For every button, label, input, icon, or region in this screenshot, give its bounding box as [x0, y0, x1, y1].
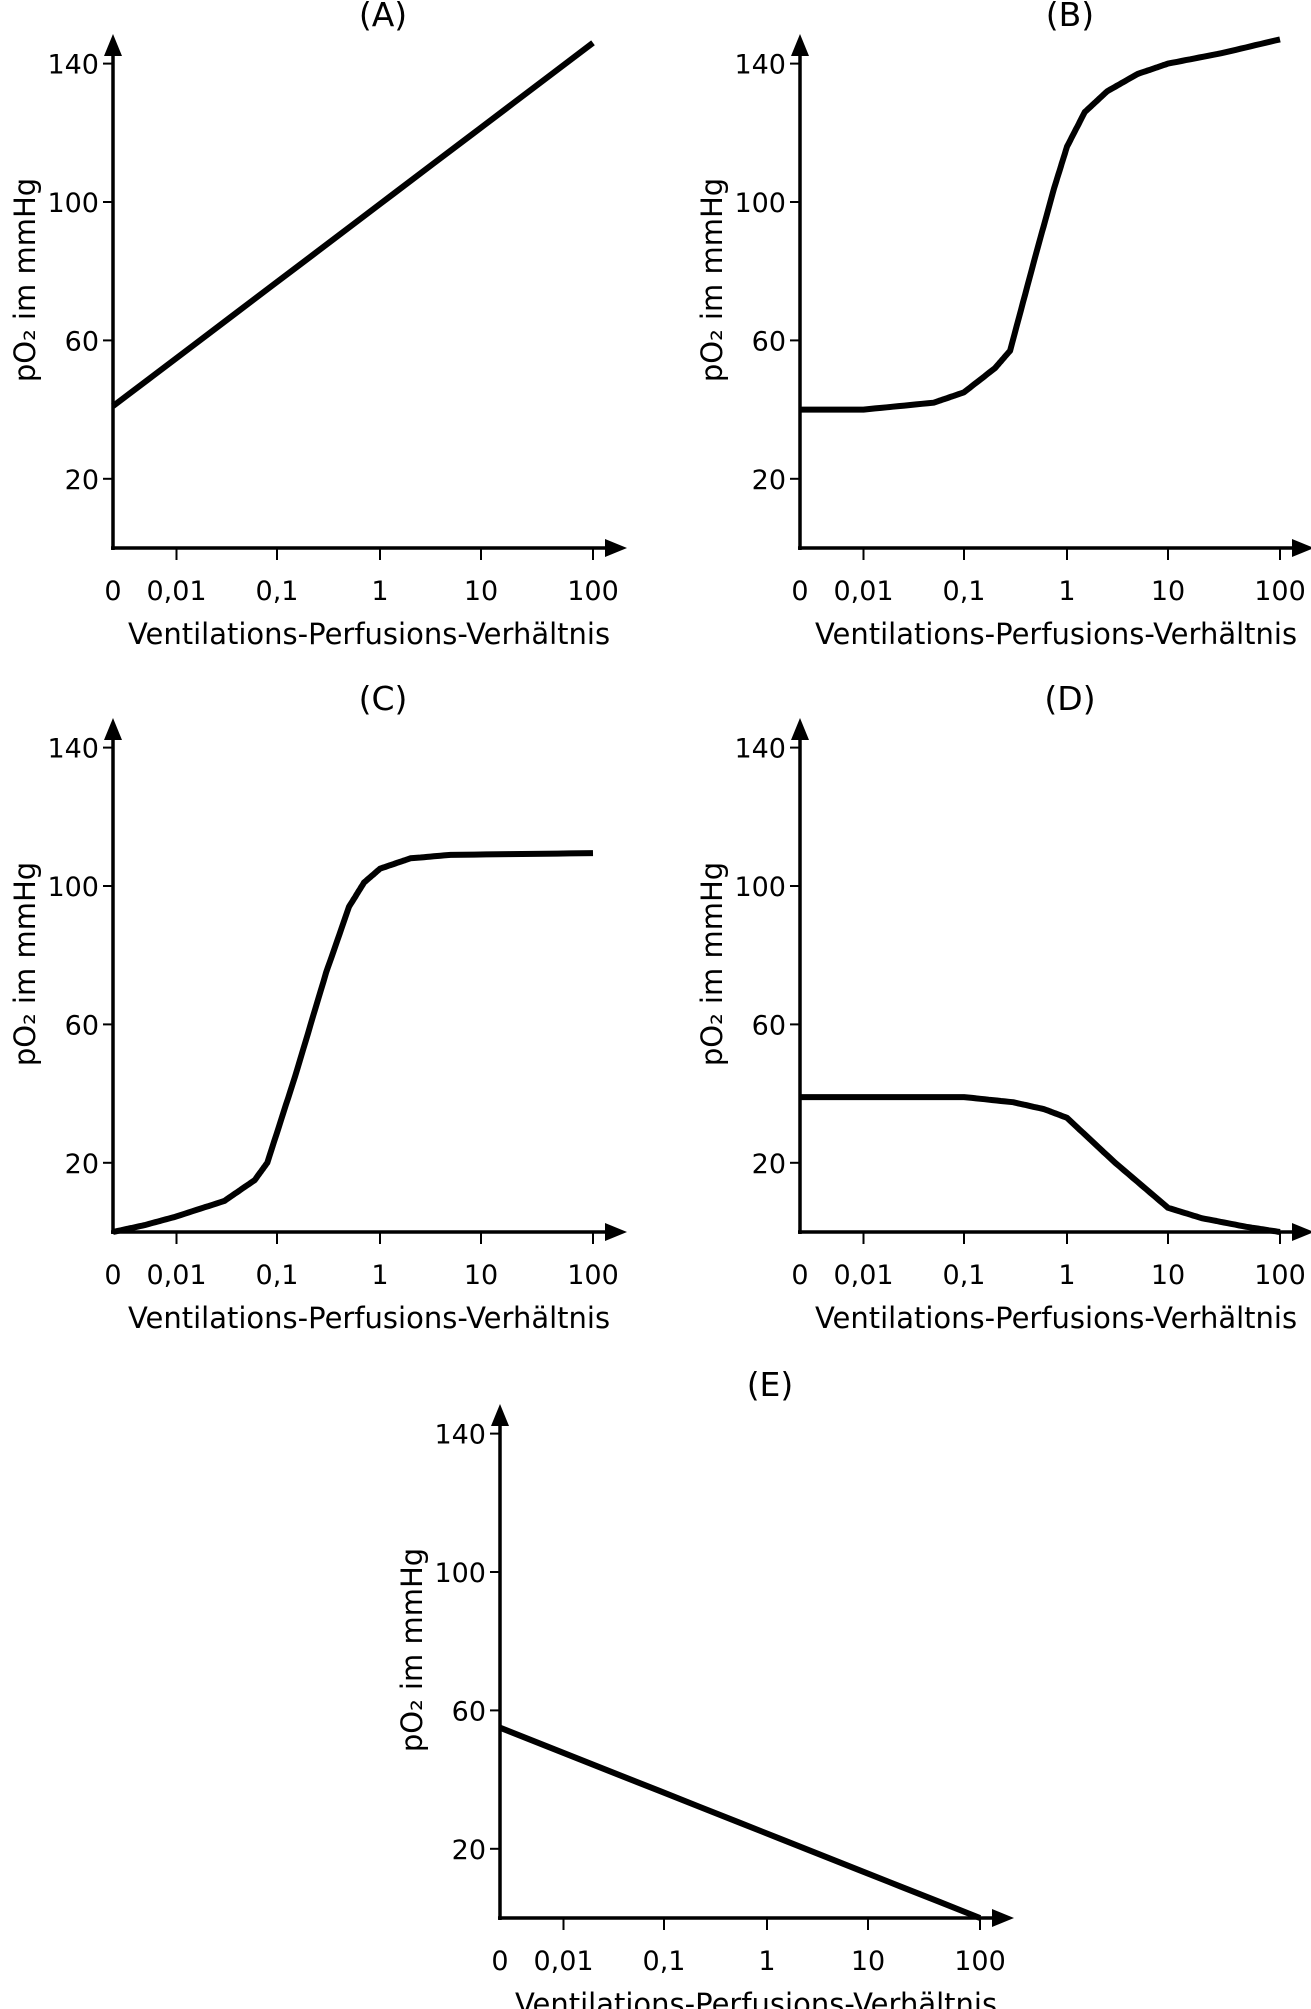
x-tick-label: 100 — [1254, 576, 1306, 607]
x-axis-label: Ventilations-Perfusions-Verhältnis — [815, 617, 1297, 651]
x-tick-label: 0,01 — [146, 1260, 206, 1291]
x-axis-label: Ventilations-Perfusions-Verhältnis — [815, 1301, 1297, 1335]
data-curve — [800, 36, 1281, 413]
chart-panel-2: 20 60 100 140 0 0,01 0,1 1 10 100 (C) Ventilations-… — [8, 679, 627, 1335]
y-tick-label: 100 — [47, 872, 99, 903]
x-tick-label: 0 — [104, 576, 121, 607]
chart-panel-1: 20 60 100 140 0 0,01 0,1 1 10 100 (B) Ventilations-… — [695, 0, 1311, 651]
y-axis-label: pO₂ im mmHg — [395, 1548, 429, 1752]
x-axis-label: Ventilations-Perfusions-Verhältnis — [128, 617, 610, 651]
y-tick-label: 20 — [65, 1149, 99, 1180]
x-tick-label: 10 — [464, 576, 498, 607]
panel-title: (C) — [359, 679, 408, 718]
x-tick-label: 1 — [1058, 576, 1075, 607]
y-tick-label: 20 — [752, 1149, 786, 1180]
y-tick-label: 20 — [65, 465, 99, 496]
y-tick-label: 100 — [47, 188, 99, 219]
y-axis-label: pO₂ im mmHg — [8, 178, 42, 382]
x-tick-label: 0,1 — [256, 576, 299, 607]
x-tick-label: 0,01 — [533, 1946, 593, 1977]
x-tick-label: 10 — [1151, 576, 1185, 607]
x-tick-label: 100 — [567, 576, 619, 607]
chart-panel-0: 20 60 100 140 0 0,01 0,1 1 10 100 (A) Ventilations-… — [8, 0, 627, 651]
y-tick-label: 100 — [734, 872, 786, 903]
x-tick-label: 1 — [1058, 1260, 1075, 1291]
y-tick-label: 60 — [452, 1696, 486, 1727]
x-tick-label: 0 — [791, 1260, 808, 1291]
y-axis-label: pO₂ im mmHg — [695, 178, 729, 382]
x-tick-label: 100 — [1254, 1260, 1306, 1291]
x-tick-label: 10 — [1151, 1260, 1185, 1291]
data-curve — [112, 850, 594, 1235]
x-tick-label: 0 — [791, 576, 808, 607]
y-tick-label: 60 — [65, 326, 99, 357]
panel-title: (A) — [359, 0, 407, 34]
data-curve — [111, 40, 595, 409]
x-tick-label: 0,1 — [643, 1946, 686, 1977]
x-axis-arrow-icon — [1292, 1223, 1311, 1241]
x-tick-label: 10 — [464, 1260, 498, 1291]
chart-panel-4: 20 60 100 140 0 0,01 0,1 1 10 100 (E) Ventilations-… — [395, 1365, 1014, 2009]
y-tick-label: 140 — [47, 50, 99, 81]
data-curve — [800, 1094, 1281, 1235]
data-curve — [498, 1724, 982, 1921]
panel-title: (E) — [747, 1365, 794, 1404]
x-axis-label: Ventilations-Perfusions-Verhältnis — [128, 1301, 610, 1335]
x-tick-label: 1 — [371, 1260, 388, 1291]
panel-title: (D) — [1044, 679, 1095, 718]
y-tick-label: 140 — [47, 734, 99, 765]
x-tick-label: 10 — [851, 1946, 885, 1977]
y-axis-label: pO₂ im mmHg — [695, 862, 729, 1066]
y-axis-label: pO₂ im mmHg — [8, 862, 42, 1066]
x-axis-arrow-icon — [605, 1223, 627, 1241]
y-tick-label: 20 — [752, 465, 786, 496]
y-tick-label: 140 — [734, 50, 786, 81]
x-tick-label: 0 — [491, 1946, 508, 1977]
x-tick-label: 0 — [104, 1260, 121, 1291]
x-tick-label: 1 — [758, 1946, 775, 1977]
y-tick-label: 140 — [734, 734, 786, 765]
y-tick-label: 20 — [452, 1835, 486, 1866]
y-axis-arrow-icon — [791, 718, 809, 740]
y-tick-label: 100 — [734, 188, 786, 219]
y-axis-arrow-icon — [791, 34, 809, 56]
x-tick-label: 0,1 — [256, 1260, 299, 1291]
y-tick-label: 140 — [434, 1420, 486, 1451]
chart-panel-3: 20 60 100 140 0 0,01 0,1 1 10 100 (D) Ventilations-… — [695, 679, 1311, 1335]
x-tick-label: 0,1 — [943, 1260, 986, 1291]
x-tick-label: 100 — [567, 1260, 619, 1291]
x-tick-label: 0,01 — [146, 576, 206, 607]
x-tick-label: 0,01 — [833, 1260, 893, 1291]
x-tick-label: 100 — [954, 1946, 1006, 1977]
y-tick-label: 100 — [434, 1558, 486, 1589]
x-axis-arrow-icon — [992, 1909, 1014, 1927]
y-tick-label: 60 — [65, 1010, 99, 1041]
x-tick-label: 0,01 — [833, 576, 893, 607]
x-tick-label: 1 — [371, 576, 388, 607]
x-tick-label: 0,1 — [943, 576, 986, 607]
panel-title: (B) — [1046, 0, 1094, 34]
y-axis-arrow-icon — [104, 718, 122, 740]
y-tick-label: 60 — [752, 1010, 786, 1041]
y-axis-arrow-icon — [104, 34, 122, 56]
x-axis-arrow-icon — [605, 539, 627, 557]
x-axis-label: Ventilations-Perfusions-Verhältnis — [515, 1987, 997, 2009]
y-axis-arrow-icon — [491, 1404, 509, 1426]
x-axis-arrow-icon — [1292, 539, 1311, 557]
y-tick-label: 60 — [752, 326, 786, 357]
